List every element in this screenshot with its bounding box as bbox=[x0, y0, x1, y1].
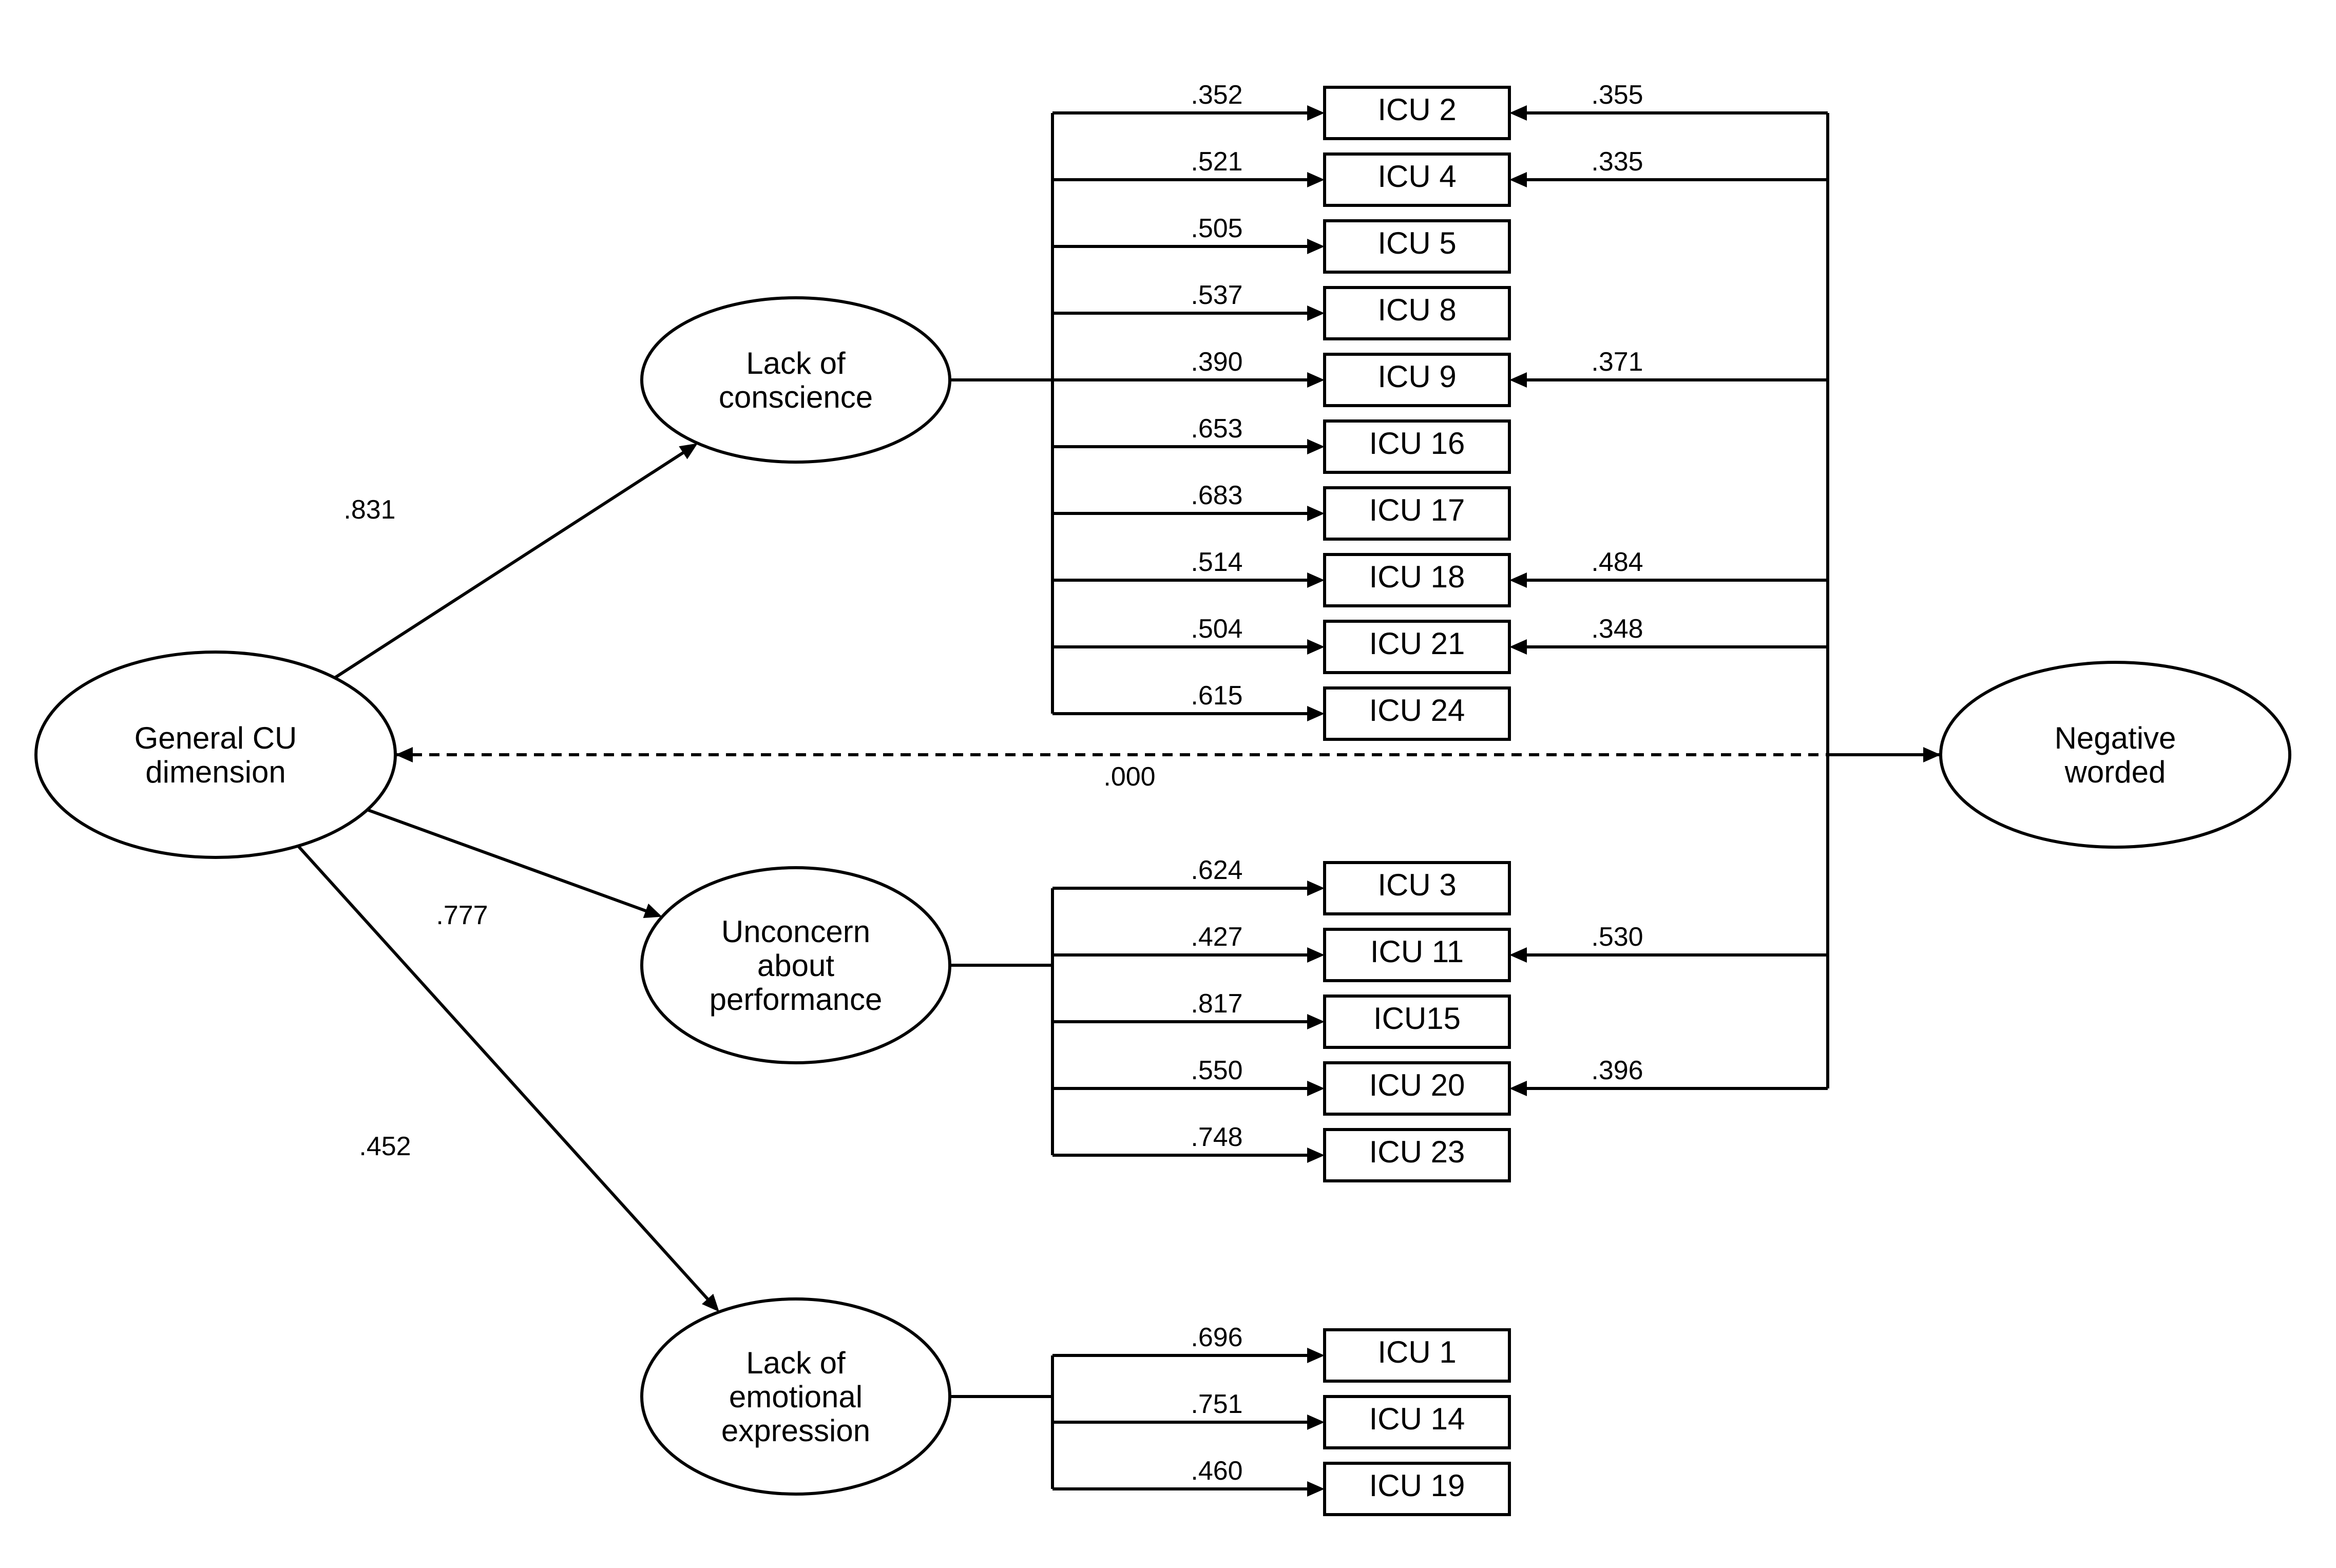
coef-neg-icu11: .530 bbox=[1591, 922, 1643, 952]
indicator-label-icu15: ICU15 bbox=[1373, 1001, 1461, 1036]
indicator-label-icu18: ICU 18 bbox=[1369, 560, 1465, 594]
indicator-label-icu9: ICU 9 bbox=[1377, 359, 1456, 394]
coef-neg-icu4: .335 bbox=[1591, 147, 1643, 177]
coef-load-icu15: .817 bbox=[1191, 989, 1242, 1019]
coef-load-icu21: .504 bbox=[1191, 614, 1242, 644]
coef-load-icu9: .390 bbox=[1191, 347, 1242, 377]
indicator-label-icu1: ICU 1 bbox=[1377, 1335, 1456, 1369]
latent-label-negative-0: Negative bbox=[2055, 721, 2176, 755]
coef-neg-icu9: .371 bbox=[1591, 347, 1643, 377]
coef-load-icu8: .537 bbox=[1191, 280, 1242, 310]
coef-load-icu19: .460 bbox=[1191, 1456, 1242, 1486]
indicator-label-icu21: ICU 21 bbox=[1369, 626, 1465, 661]
latent-label-negative-1: worded bbox=[2064, 755, 2166, 789]
coef-load-icu1: .696 bbox=[1191, 1323, 1242, 1352]
indicator-label-icu3: ICU 3 bbox=[1377, 868, 1456, 902]
coef-neg-icu18: .484 bbox=[1591, 547, 1643, 577]
indicator-label-icu8: ICU 8 bbox=[1377, 293, 1456, 327]
coef-neg-icu2: .355 bbox=[1591, 80, 1643, 110]
coef-load-icu4: .521 bbox=[1191, 147, 1242, 177]
coef-general-unconcern: .777 bbox=[436, 901, 488, 930]
latent-label-unconcern-2: performance bbox=[710, 982, 883, 1017]
latent-label-unconcern-1: about bbox=[757, 948, 834, 983]
indicator-label-icu16: ICU 16 bbox=[1369, 426, 1465, 461]
coef-load-icu5: .505 bbox=[1191, 214, 1242, 243]
coef-general-emotional: .452 bbox=[359, 1132, 411, 1161]
latent-label-conscience-0: Lack of bbox=[746, 346, 846, 380]
coef-neg-icu20: .396 bbox=[1591, 1056, 1643, 1085]
coef-load-icu3: .624 bbox=[1191, 855, 1242, 885]
latent-label-general-1: dimension bbox=[145, 755, 286, 789]
coef-load-icu16: .653 bbox=[1191, 414, 1242, 444]
indicator-label-icu2: ICU 2 bbox=[1377, 92, 1456, 127]
indicator-label-icu24: ICU 24 bbox=[1369, 693, 1465, 728]
indicator-label-icu11: ICU 11 bbox=[1370, 934, 1464, 969]
coef-load-icu2: .352 bbox=[1191, 80, 1242, 110]
latent-label-emotional-2: expression bbox=[721, 1413, 870, 1448]
coef-load-icu14: .751 bbox=[1191, 1389, 1242, 1419]
coef-general-conscience: .831 bbox=[343, 495, 395, 525]
indicator-label-icu4: ICU 4 bbox=[1377, 159, 1456, 194]
indicator-label-icu5: ICU 5 bbox=[1377, 226, 1456, 260]
coef-covariance: .000 bbox=[1103, 762, 1155, 792]
latent-label-emotional-0: Lack of bbox=[746, 1346, 846, 1380]
coef-load-icu17: .683 bbox=[1191, 481, 1242, 510]
latent-label-conscience-1: conscience bbox=[719, 380, 873, 414]
coef-neg-icu21: .348 bbox=[1591, 614, 1643, 644]
coef-load-icu24: .615 bbox=[1191, 681, 1242, 711]
indicator-label-icu17: ICU 17 bbox=[1369, 493, 1465, 527]
coef-load-icu20: .550 bbox=[1191, 1056, 1242, 1085]
coef-load-icu11: .427 bbox=[1191, 922, 1242, 952]
indicator-label-icu19: ICU 19 bbox=[1369, 1468, 1465, 1503]
coef-load-icu23: .748 bbox=[1191, 1122, 1242, 1152]
indicator-label-icu14: ICU 14 bbox=[1369, 1402, 1465, 1436]
latent-label-emotional-1: emotional bbox=[729, 1380, 863, 1414]
indicator-label-icu23: ICU 23 bbox=[1369, 1135, 1465, 1169]
latent-label-unconcern-0: Unconcern bbox=[721, 914, 870, 949]
coef-load-icu18: .514 bbox=[1191, 547, 1242, 577]
latent-label-general-0: General CU bbox=[135, 721, 297, 755]
indicator-label-icu20: ICU 20 bbox=[1369, 1068, 1465, 1102]
